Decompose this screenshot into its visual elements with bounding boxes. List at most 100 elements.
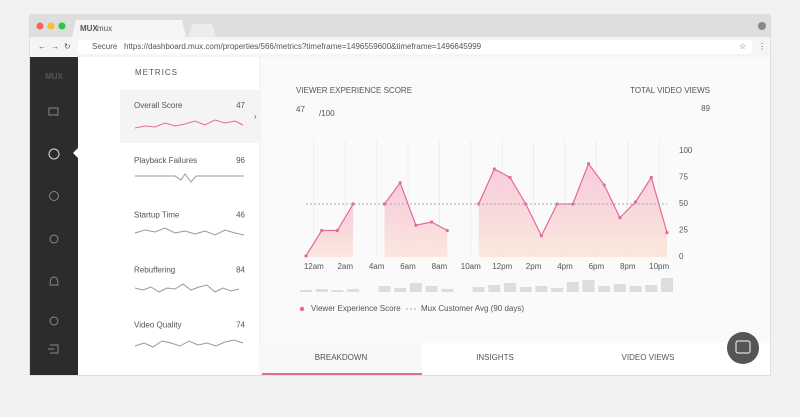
point: [414, 223, 418, 227]
metric-name: Startup Time: [134, 211, 180, 220]
x-tick-label: 10am: [461, 262, 481, 271]
url: https://dashboard.mux.com/properties/566…: [124, 42, 482, 51]
bookmark[interactable]: ☆: [739, 42, 746, 51]
new-tab[interactable]: [188, 24, 216, 37]
point: [634, 200, 638, 204]
point: [665, 231, 669, 235]
sparkline: [134, 339, 244, 348]
y-tick-label: 50: [679, 199, 688, 208]
reload[interactable]: ↻: [64, 42, 71, 51]
x-tick-label: 4pm: [557, 262, 573, 271]
x-tick-label: 2am: [337, 262, 353, 271]
metric-value: 96: [236, 156, 245, 165]
volume-bar: [645, 285, 658, 292]
volume-bar: [425, 286, 438, 292]
icon-alert[interactable]: [49, 191, 59, 201]
title-bar: [30, 15, 770, 37]
volume-bar: [378, 286, 391, 292]
forward[interactable]: →: [51, 42, 59, 51]
volume-bar: [598, 286, 611, 292]
point: [445, 228, 449, 233]
metric-name: Playback Failures: [134, 156, 197, 165]
metric-name: Rebuffering: [134, 266, 175, 275]
profile[interactable]: [758, 22, 766, 30]
point: [571, 202, 575, 206]
volume-bar: [535, 286, 548, 292]
icon-logout[interactable]: [48, 344, 59, 354]
icon-settings[interactable]: [49, 316, 59, 326]
chat-button[interactable]: [727, 332, 759, 364]
x-tick-label: 12am: [304, 262, 324, 271]
close[interactable]: [36, 22, 44, 30]
icon-eye[interactable]: [49, 234, 59, 244]
volume-bar: [472, 287, 485, 292]
metric-name: Overall Score: [134, 101, 183, 110]
selected-metric[interactable]: [120, 90, 260, 143]
x-tick-label: 8pm: [620, 262, 636, 271]
metrics-title: METRICS: [135, 68, 178, 77]
metric-value: 47: [236, 101, 245, 110]
sparkline: [134, 283, 240, 293]
legend-label: Mux Customer Avg (90 days): [421, 304, 524, 313]
minimize[interactable]: [47, 22, 55, 30]
score-label: VIEWER EXPERIENCE SCORE: [296, 86, 412, 95]
volume-bar: [661, 278, 673, 292]
point: [398, 181, 402, 185]
y-tick-label: 25: [679, 226, 688, 235]
point: [555, 202, 559, 206]
point: [602, 183, 606, 187]
tab[interactable]: [72, 20, 186, 37]
volume-bar: [504, 283, 517, 292]
metric-value: 84: [236, 266, 245, 275]
sparkline: [135, 173, 244, 183]
volume-bar: [488, 285, 501, 292]
point: [586, 162, 591, 166]
views-label: TOTAL VIDEO VIEWS: [630, 86, 710, 95]
y-tick-label: 75: [679, 173, 688, 182]
icon-folder[interactable]: [48, 107, 59, 116]
maximize[interactable]: [58, 22, 66, 30]
volume-bar: [331, 290, 344, 292]
icon-metrics[interactable]: [48, 148, 60, 160]
score-value: 47: [296, 105, 305, 114]
x-tick-label: 4am: [369, 262, 385, 271]
legend-label: Viewer Experience Score: [311, 304, 401, 313]
x-tick-label: 8am: [432, 262, 448, 271]
tab-insights[interactable]: INSIGHTS: [476, 353, 514, 362]
icon-bell[interactable]: [49, 276, 59, 286]
address-bar[interactable]: [78, 40, 752, 54]
menu[interactable]: ⋮: [758, 42, 766, 51]
sidebar: [30, 57, 78, 375]
volume-bar: [629, 286, 642, 292]
point: [492, 167, 496, 171]
back[interactable]: ←: [38, 42, 46, 51]
tab-video-views[interactable]: VIDEO VIEWS: [622, 353, 675, 362]
sparkline: [134, 227, 245, 236]
score-suffix: /100: [319, 109, 335, 118]
volume-bar: [300, 290, 312, 292]
volume-bar: [566, 282, 579, 292]
tab-title: mux: [97, 24, 112, 33]
sparkline: [134, 119, 244, 129]
pointer: [73, 148, 78, 158]
x-tick-label: 12pm: [492, 262, 512, 271]
point: [382, 202, 387, 206]
views-value: 89: [701, 104, 710, 113]
tab-underline: [262, 373, 422, 375]
point: [524, 202, 528, 206]
point: [429, 220, 434, 224]
tab-active[interactable]: [260, 343, 422, 375]
chevron: ›: [254, 112, 257, 121]
secure: Secure: [92, 42, 118, 51]
point: [335, 228, 339, 233]
y-tick-label: 0: [679, 252, 684, 261]
metric-value: 46: [236, 211, 245, 220]
tab-breakdown[interactable]: BREAKDOWN: [315, 353, 368, 362]
x-tick-label: 6am: [400, 262, 416, 271]
x-tick-label: 6pm: [589, 262, 605, 271]
area: [384, 182, 448, 257]
point: [649, 175, 653, 180]
metric-name: Video Quality: [134, 320, 181, 329]
point: [539, 234, 544, 238]
